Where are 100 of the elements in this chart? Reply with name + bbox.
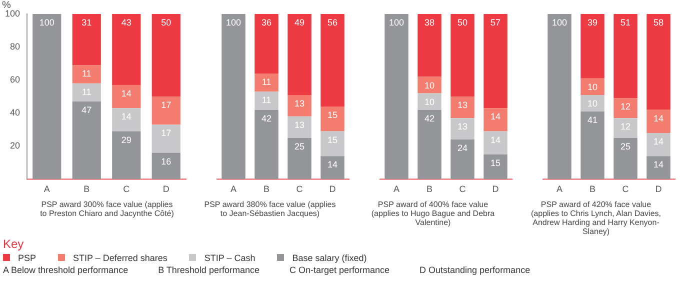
data-label: 14 bbox=[653, 113, 664, 124]
data-label: 12 bbox=[620, 102, 631, 112]
data-label: 29 bbox=[121, 134, 132, 145]
bar bbox=[320, 156, 344, 180]
bar bbox=[484, 108, 508, 132]
data-label: 58 bbox=[653, 17, 664, 28]
data-label: 24 bbox=[457, 143, 468, 154]
bar bbox=[484, 14, 508, 108]
y-tick-label: 80 bbox=[10, 42, 20, 52]
data-label: 47 bbox=[82, 105, 92, 116]
bar bbox=[254, 14, 278, 74]
bar bbox=[254, 73, 278, 92]
x-tick-label: B bbox=[426, 184, 433, 194]
x-tick-label: A bbox=[556, 184, 563, 194]
data-label: 13 bbox=[457, 100, 468, 110]
x-tick-label: A bbox=[44, 184, 50, 194]
y-axis-title: % bbox=[2, 0, 11, 11]
data-label: 14 bbox=[490, 112, 501, 122]
data-label: 42 bbox=[261, 113, 272, 124]
data-label: 10 bbox=[587, 82, 598, 92]
data-label: 14 bbox=[653, 160, 664, 170]
data-label: 11 bbox=[262, 76, 272, 87]
x-tick-label: D bbox=[492, 184, 500, 194]
bar bbox=[112, 108, 141, 132]
bar bbox=[288, 94, 312, 116]
data-label: 41 bbox=[587, 114, 598, 125]
data-label: 36 bbox=[261, 17, 272, 28]
bar bbox=[320, 131, 344, 156]
x-tick-label: C bbox=[622, 184, 630, 194]
data-label: 25 bbox=[620, 141, 631, 152]
bar bbox=[72, 65, 101, 84]
text: C On-target performance bbox=[289, 264, 390, 276]
data-label: 39 bbox=[587, 17, 598, 28]
bar bbox=[548, 14, 572, 180]
bar bbox=[580, 111, 604, 180]
bar bbox=[254, 110, 278, 180]
bar bbox=[152, 14, 180, 97]
data-label: 100 bbox=[226, 17, 242, 28]
data-label: 10 bbox=[424, 80, 435, 90]
x-axis-title: PSP award of 420% face value (applies to Chris Lynch, Alan Davies, Andrew Harding and Harry Kenyon-Slaney) bbox=[530, 200, 662, 236]
bar bbox=[646, 132, 670, 156]
bar bbox=[112, 85, 141, 108]
x-tick-label: C bbox=[123, 184, 130, 194]
bar bbox=[580, 94, 604, 112]
x-tick-label: D bbox=[162, 184, 170, 194]
data-label: 100 bbox=[39, 17, 54, 28]
bar bbox=[112, 14, 141, 86]
bar bbox=[72, 14, 101, 66]
bar bbox=[152, 124, 180, 153]
data-label: 17 bbox=[161, 100, 172, 110]
bar bbox=[646, 14, 670, 110]
data-label: 38 bbox=[424, 17, 435, 28]
bar bbox=[320, 106, 344, 132]
bar bbox=[614, 98, 638, 118]
data-label: 50 bbox=[161, 17, 172, 28]
bar bbox=[580, 78, 604, 95]
data-label: 49 bbox=[294, 17, 305, 28]
bar bbox=[222, 14, 246, 180]
data-label: 15 bbox=[327, 110, 338, 120]
x-tick-label: C bbox=[459, 184, 466, 194]
x-tick-label: C bbox=[296, 184, 304, 194]
bar bbox=[152, 152, 180, 180]
y-tick-label: 100 bbox=[4, 8, 20, 18]
bar bbox=[450, 14, 474, 97]
x-tick-label: D bbox=[655, 184, 662, 194]
y-tick-label: 20 bbox=[10, 140, 20, 151]
bar bbox=[418, 93, 442, 110]
text: A Below threshold performance bbox=[3, 264, 128, 276]
bar bbox=[450, 118, 474, 140]
bar bbox=[112, 131, 141, 180]
legend-label: STIP – Cash bbox=[203, 252, 256, 264]
data-label: 13 bbox=[294, 98, 305, 108]
x-tick-label: B bbox=[263, 184, 270, 194]
data-label: 14 bbox=[327, 160, 338, 170]
data-label: 51 bbox=[620, 17, 631, 28]
bar bbox=[72, 102, 101, 180]
data-label: 50 bbox=[457, 17, 468, 28]
bar bbox=[580, 14, 604, 78]
bar bbox=[646, 110, 670, 133]
text: B Threshold performance bbox=[158, 264, 260, 276]
y-tick-label: 60 bbox=[10, 74, 20, 85]
legend-title: Key bbox=[3, 237, 25, 251]
bar bbox=[614, 118, 638, 138]
data-label: 16 bbox=[161, 156, 172, 166]
x-axis-title: PSP award 380% face value (applies to Jean-Sébastien Jacques) bbox=[203, 200, 337, 218]
x-tick-label: A bbox=[393, 184, 400, 194]
bar bbox=[418, 76, 442, 94]
text: D Outstanding performance bbox=[420, 264, 530, 276]
bar bbox=[614, 14, 638, 98]
data-label: 57 bbox=[490, 17, 501, 28]
y-tick-label: 40 bbox=[10, 108, 20, 118]
data-label: 25 bbox=[294, 141, 305, 152]
data-label: 100 bbox=[552, 17, 568, 28]
bar bbox=[152, 96, 180, 125]
data-label: 31 bbox=[82, 17, 92, 28]
bar bbox=[288, 138, 312, 180]
bar bbox=[484, 154, 508, 180]
legend-label: Base salary (fixed) bbox=[291, 252, 367, 264]
legend-label: PSP bbox=[17, 252, 36, 264]
data-label: 15 bbox=[490, 158, 501, 168]
